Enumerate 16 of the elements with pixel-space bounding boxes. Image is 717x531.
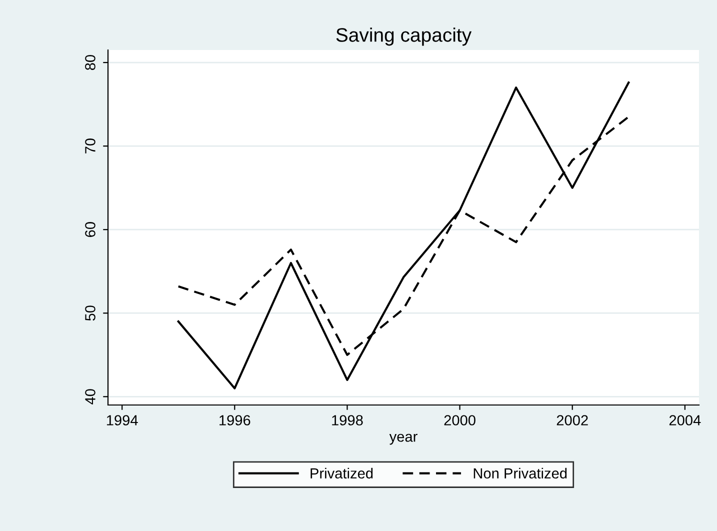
x-tick-label: 2000 — [444, 415, 476, 426]
x-axis-title: year — [389, 434, 418, 445]
x-tick-label: 2004 — [669, 415, 701, 426]
y-tick-label: 50 — [85, 306, 96, 321]
legend-label: Privatized — [310, 468, 373, 479]
x-tick-label: 2002 — [556, 415, 588, 426]
line-series — [177, 82, 630, 390]
y-tick-label: 40 — [85, 389, 96, 404]
y-tick-label: 70 — [85, 138, 96, 154]
chart-title: Saving capacity — [336, 28, 472, 46]
x-tick-label: 1994 — [106, 415, 138, 426]
x-tick-label: 1998 — [332, 415, 363, 426]
x-tick-label: 1996 — [220, 415, 250, 426]
y-tick-label: 60 — [85, 222, 96, 237]
y-tick-label: 80 — [85, 54, 96, 70]
legend-label: Non Privatized — [474, 468, 567, 479]
